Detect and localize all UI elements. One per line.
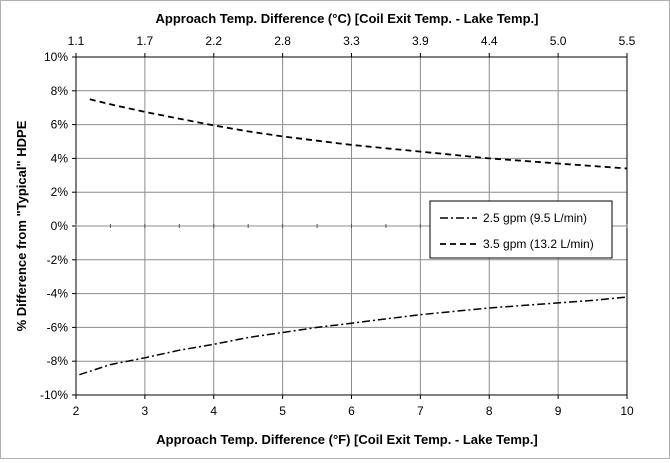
x2-tick-label: 3.3	[343, 34, 360, 48]
y-tick-label: 4%	[51, 151, 69, 165]
y-tick-label: -6%	[47, 320, 69, 334]
y-tick-label: -4%	[47, 287, 69, 301]
x2-tick-label: 1.1	[68, 34, 85, 48]
y-tick-label: -10%	[40, 388, 68, 402]
x2-tick-label: 4.4	[481, 34, 498, 48]
y-tick-label: -2%	[47, 253, 69, 267]
x2-tick-label: 2.8	[274, 34, 291, 48]
y-axis-tick-labels: -10% -8% -6% -4% -2% 0% 2% 4% 6% 8% 10%	[40, 50, 68, 402]
x2-tick-label: 2.2	[205, 34, 222, 48]
legend-box	[429, 200, 613, 259]
series-lines	[79, 98, 628, 376]
x-axis-title: Approach Temp. Difference (°F) [Coil Exi…	[156, 432, 538, 447]
x2-tick-label: 5.5	[619, 34, 636, 48]
x-tick-label: 5	[279, 404, 286, 418]
x2-tick-label: 1.7	[137, 34, 154, 48]
y-tick-label: 0%	[51, 219, 69, 233]
x2-axis-title: Approach Temp. Difference (°C) [Coil Exi…	[156, 11, 539, 26]
x-tick-label: 2	[73, 404, 80, 418]
x-tick-label: 6	[348, 404, 355, 418]
y-tick-label: 8%	[51, 84, 69, 98]
x2-axis-tick-labels: 1.1 1.7 2.2 2.8 3.3 3.9 4.4 5.0 5.5	[68, 34, 636, 48]
legend: 2.5 gpm (9.5 L/min) 3.5 gpm (13.2 L/min)	[429, 200, 613, 259]
x-tick-label: 4	[210, 404, 217, 418]
x-axis-tick-labels: 2 3 4 5 6 7 8 9 10	[73, 404, 634, 418]
x2-tick-label: 5.0	[550, 34, 567, 48]
series-line-2	[89, 98, 628, 170]
x-tick-label: 8	[486, 404, 493, 418]
y-tick-label: 2%	[51, 185, 69, 199]
series-line-1	[79, 296, 628, 376]
legend-label-series-1: 2.5 gpm (9.5 L/min)	[483, 211, 587, 225]
x-tick-label: 7	[417, 404, 424, 418]
y-axis-title: % Difference from "Typical" HDPE	[14, 120, 29, 331]
y-tick-label: 10%	[44, 50, 68, 64]
x-tick-label: 3	[142, 404, 149, 418]
y-tick-label: 6%	[51, 118, 69, 132]
x-tick-label: 10	[620, 404, 634, 418]
x2-tick-label: 3.9	[412, 34, 429, 48]
legend-label-series-2: 3.5 gpm (13.2 L/min)	[483, 237, 594, 251]
y-tick-label: -8%	[47, 354, 69, 368]
x-tick-label: 9	[555, 404, 562, 418]
